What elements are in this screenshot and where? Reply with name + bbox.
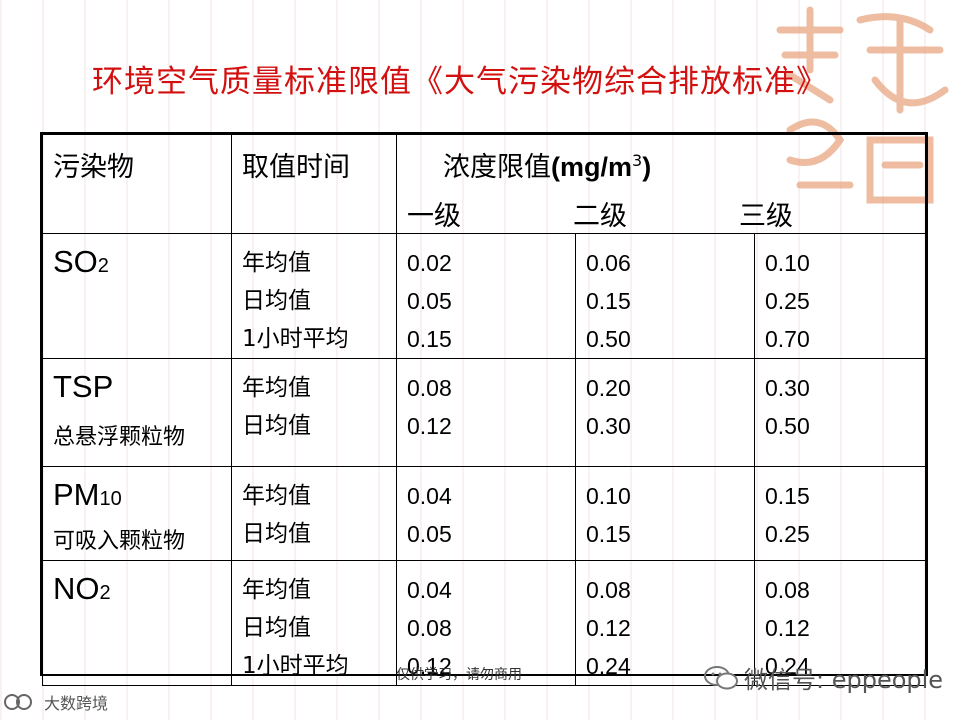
- header-pollutant: 污染物: [53, 152, 134, 183]
- header-grades: 一级 二级 三级: [397, 184, 925, 233]
- pollutant-cn-name: 可吸入颗粒物: [53, 529, 186, 554]
- table-row: NO2 年均值 日均值 1小时平均 0.04 0.08 0.12 0.08 0.12 0.2…: [42, 560, 926, 686]
- pollutant-name: PM10: [53, 477, 122, 512]
- pollutant-name: NO2: [53, 571, 111, 606]
- grade-1-values: 0.08 0.12: [407, 375, 452, 439]
- brand-logo-icon: [4, 694, 32, 710]
- time-list: 年均值 日均值 1小时平均: [242, 250, 349, 352]
- wechat-icon: [704, 665, 738, 689]
- table-header-row: 污染物 取值时间 浓度限值(mg/m3) 一级 二级 三级: [42, 134, 926, 234]
- time-list: 年均值 日均值 1小时平均: [242, 577, 349, 679]
- table-row: SO2 年均值 日均值 1小时平均 0.02 0.05 0.15 0.06 0.15 0.5…: [42, 233, 926, 359]
- wechat-id: 微信号: eppeople: [744, 666, 944, 694]
- grade-1-values: 0.02 0.05 0.15: [407, 250, 452, 352]
- time-list: 年均值 日均值: [242, 375, 311, 439]
- grade-1-values: 0.04 0.05: [407, 483, 452, 547]
- pollutant-cn-name: 总悬浮颗粒物: [53, 425, 186, 450]
- grade-2-values: 0.10 0.15: [586, 483, 631, 547]
- pollutant-name: SO2: [53, 244, 109, 279]
- grade-3-values: 0.08 0.12 0.24: [765, 577, 810, 679]
- grade-3-label: 三级: [739, 201, 793, 232]
- standards-table: 污染物 取值时间 浓度限值(mg/m3) 一级 二级 三级 SO2 年均值 日均值…: [40, 132, 928, 686]
- grade-2-values: 0.20 0.30: [586, 375, 631, 439]
- grade-3-values: 0.15 0.25: [765, 483, 810, 547]
- header-concentration: 浓度限值(mg/m3): [443, 151, 652, 183]
- grade-2-values: 0.06 0.15 0.50: [586, 250, 631, 352]
- table-row: PM10 可吸入颗粒物 年均值 日均值 0.04 0.05 0.10 0.15 0.1…: [42, 466, 926, 561]
- brand-watermark: 大数跨境: [2, 690, 108, 714]
- header-time: 取值时间: [242, 152, 350, 183]
- page-title: 环境空气质量标准限值《大气污染物综合排放标准》: [92, 64, 828, 100]
- grade-2-values: 0.08 0.12 0.24: [586, 577, 631, 679]
- grade-1-values: 0.04 0.08 0.12: [407, 577, 452, 679]
- grade-3-values: 0.30 0.50: [765, 375, 810, 439]
- usage-note: 仅供学习，请勿商用: [396, 667, 522, 683]
- grade-2-label: 二级: [573, 201, 627, 232]
- brand-name: 大数跨境: [44, 694, 109, 713]
- time-list: 年均值 日均值: [242, 483, 311, 547]
- grade-3-values: 0.10 0.25 0.70: [765, 250, 810, 352]
- table-row: TSP 总悬浮颗粒物 年均值 日均值 0.08 0.12 0.20 0.30 0.30…: [42, 358, 926, 467]
- pollutant-name: TSP: [53, 369, 114, 404]
- grade-1-label: 一级: [407, 201, 461, 232]
- wechat-watermark: 微信号: eppeople: [704, 660, 943, 695]
